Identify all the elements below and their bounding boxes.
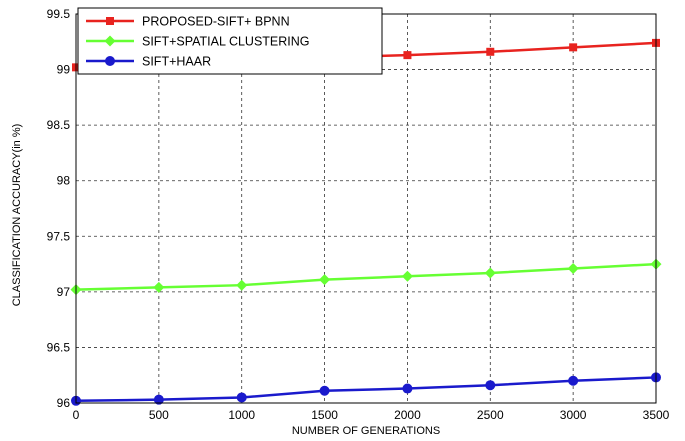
y-tick-label: 96.5 — [47, 340, 71, 354]
x-tick-label: 3500 — [643, 408, 670, 422]
data-point — [319, 274, 331, 286]
legend-label: PROPOSED-SIFT+ BPNN — [142, 15, 290, 29]
y-axis-label: CLASSIFICATION ACCURACY(in %) — [11, 124, 23, 307]
x-tick-label: 2500 — [477, 408, 504, 422]
data-point — [486, 47, 495, 56]
legend: PROPOSED-SIFT+ BPNN SIFT+SPATIAL CLUSTERI… — [77, 7, 383, 75]
data-point — [403, 51, 412, 60]
data-point — [484, 267, 496, 279]
x-tick-label: 2000 — [394, 408, 421, 422]
y-tick-label: 99.5 — [47, 7, 71, 21]
y-tick-label: 96 — [57, 396, 71, 410]
data-point — [402, 383, 413, 394]
x-tick-label: 1500 — [311, 408, 338, 422]
legend-marker — [106, 17, 114, 25]
plot-area — [76, 14, 656, 403]
legend-marker — [104, 35, 116, 47]
x-tick-label: 500 — [149, 408, 169, 422]
series-line — [75, 376, 657, 403]
x-tick-label: 3000 — [560, 408, 587, 422]
y-tick-label: 97 — [57, 285, 71, 299]
y-tick-label: 98.5 — [47, 118, 71, 132]
grid-lines — [76, 14, 656, 403]
x-axis-ticks: 0 500 1000 1500 2000 2500 3000 3500 — [73, 408, 670, 422]
data-point — [153, 281, 165, 293]
y-axis-ticks: 96 96.5 97 97.5 98 98.5 99 99.5 — [47, 7, 71, 410]
data-point — [567, 263, 579, 275]
x-tick-label: 1000 — [228, 408, 255, 422]
data-point — [236, 279, 248, 291]
data-point — [401, 270, 413, 282]
data-point — [569, 43, 578, 52]
data-point — [319, 385, 330, 396]
legend-label: SIFT+HAAR — [142, 55, 211, 69]
data-point — [568, 375, 579, 386]
legend-label: SIFT+SPATIAL CLUSTERING — [142, 35, 310, 49]
y-tick-label: 98 — [57, 174, 71, 188]
data-point — [485, 380, 496, 391]
series-1 — [70, 258, 662, 296]
x-axis-label: NUMBER OF GENERATIONS — [292, 425, 440, 437]
data-point — [236, 392, 247, 403]
legend-marker — [105, 56, 115, 66]
y-tick-label: 97.5 — [47, 229, 71, 243]
x-tick-label: 0 — [73, 408, 80, 422]
y-tick-label: 99 — [57, 63, 71, 77]
series-line — [75, 262, 657, 291]
data-point — [153, 394, 164, 405]
